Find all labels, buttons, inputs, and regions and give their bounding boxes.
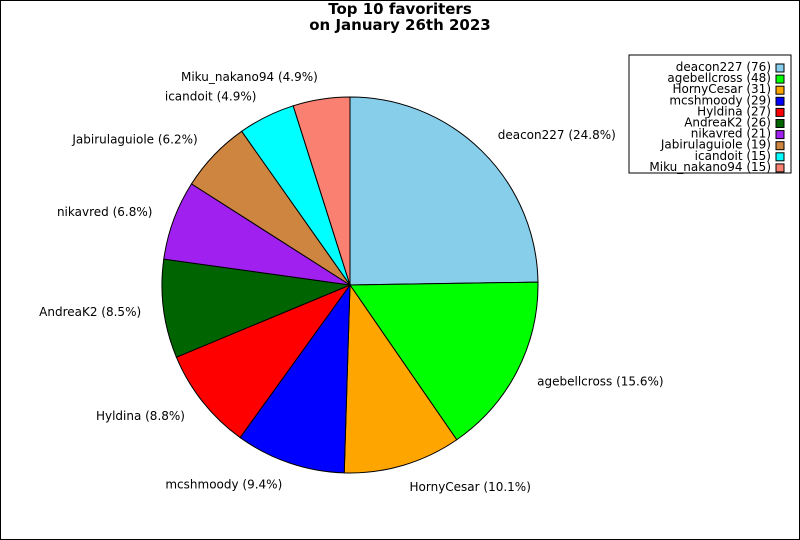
legend-swatch-nikavred [775,130,785,140]
legend-swatch-hyldina [775,107,785,117]
slice-label-deacon227: deacon227 (24.8%) [498,128,616,142]
chart-title: Top 10 favoriters on January 26th 2023 [309,0,490,34]
legend-label-miku-nakano94: Miku_nakano94 (15) [649,160,771,174]
slice-label-hyldina: Hyldina (8.8%) [96,409,185,423]
legend-swatch-hornycesar [775,85,785,95]
legend-label-nikavred: nikavred (21) [691,127,771,141]
slice-label-nikavred: nikavred (6.8%) [57,205,152,219]
legend-label-icandoit: icandoit (15) [695,149,771,163]
slice-label-mcshmoody: mcshmoody (9.4%) [165,477,282,491]
pie-slice-mcshmoody [239,283,351,474]
slice-label-agebellcross: agebellcross (15.6%) [537,374,663,388]
pie-slices [161,96,539,474]
slice-labels: deacon227 (24.8%) agebellcross (15.6%) Hor… [39,70,663,494]
pie-slice-hornycesar [343,283,458,474]
legend-swatch-miku-nakano94 [775,163,785,173]
slice-label-andreak2: AndreaK2 (8.5%) [39,305,141,319]
pie-slice-agebellcross [349,281,539,441]
legend-swatch-andreak2 [775,119,785,128]
chart-title-line-1: Top 10 favoriters [328,0,472,18]
legend-swatch-mcshmoody [775,96,785,106]
slice-label-icandoit: icandoit (4.9%) [165,89,257,103]
slice-label-miku-nakano94: Miku_nakano94 (4.9%) [181,70,318,84]
pie-slice-hyldina [175,283,352,439]
legend-swatch-jabirulaguiole [775,141,785,151]
legend-swatch-agebellcross [775,74,785,84]
legend: deacon227 (76)agebellcross (48)HornyCesa… [628,54,792,174]
legend-swatch-icandoit [775,152,785,162]
pie-slice-andreak2 [161,258,352,358]
legend-swatch-deacon227 [775,63,785,73]
legend-label-deacon227: deacon227 (76) [676,60,771,74]
pie-slice-deacon227 [349,96,539,286]
legend-box [628,54,792,174]
legend-label-jabirulaguiole: Jabirulaguiole (19) [660,138,771,152]
slice-label-hornycesar: HornyCesar (10.1%) [410,480,531,494]
legend-label-andreak2: AndreaK2 (26) [684,116,771,130]
chart-title-line-2: on January 26th 2023 [309,16,490,34]
pie-slice-miku-nakano94 [292,96,351,286]
slice-label-jabirulaguiole: Jabirulaguiole (6.2%) [71,133,197,147]
legend-label-mcshmoody: mcshmoody (29) [669,93,771,107]
legend-label-agebellcross: agebellcross (48) [667,71,771,85]
legend-label-hyldina: Hyldina (27) [697,104,771,118]
legend-label-hornycesar: HornyCesar (31) [672,82,771,96]
